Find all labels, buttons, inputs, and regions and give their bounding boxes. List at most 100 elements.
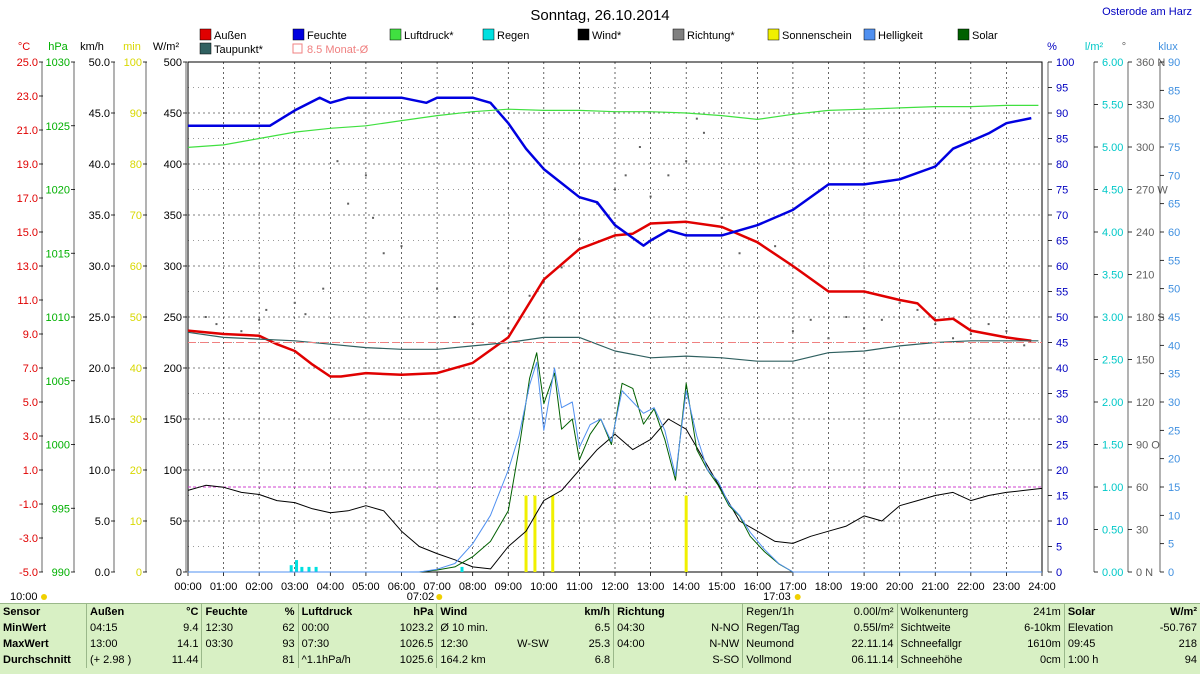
- legend-swatch: [767, 28, 780, 41]
- luftdruck-value: 1026.5: [399, 638, 434, 650]
- right-axis-tick-label: 50: [1056, 312, 1068, 324]
- sunrise-sun-icon: [436, 594, 443, 600]
- direction-point: [827, 337, 830, 340]
- left-axis-tick-label: 150: [164, 414, 182, 426]
- left-axis-tick-label: 20.0: [89, 363, 110, 375]
- left-axis-tick-label: 5.0: [95, 516, 110, 528]
- right-axis-tick-label: 55: [1168, 255, 1180, 267]
- series-line-solar: [188, 352, 1042, 573]
- left-axis-tick-label: 200: [164, 363, 182, 375]
- left-axis-tick-label: 13.0: [17, 261, 38, 273]
- extra2-label: Schneefallgr: [896, 636, 1003, 652]
- left-axis-tick-label: 100: [124, 57, 142, 69]
- extra2-label: Sichtweite: [896, 620, 1003, 636]
- feuchte-time: 12:30: [201, 620, 272, 636]
- right-axis-tick-label: 180 S: [1136, 312, 1165, 324]
- left-axis-tick-label: 995: [52, 503, 70, 515]
- direction-point: [624, 174, 627, 177]
- direction-point: [845, 316, 848, 318]
- left-axis-tick-label: 1005: [46, 376, 70, 388]
- wind-value: 25.3: [588, 638, 611, 650]
- right-axis-tick-label: 60: [1136, 482, 1148, 494]
- x-axis-tick-label: 18:00: [815, 581, 843, 593]
- row-label: MinWert: [3, 622, 47, 634]
- direction-point: [720, 216, 723, 219]
- sunshine-bar: [524, 495, 528, 572]
- first-sun-icon: [41, 594, 47, 600]
- x-axis-tick-label: 10:00: [530, 581, 558, 593]
- legend-swatch: [199, 28, 212, 41]
- legend-label: 8.5 Monat-Ø: [307, 44, 369, 56]
- left-axis-tick-label: 45.0: [89, 108, 110, 120]
- left-axis-tick-label: 90: [130, 108, 142, 120]
- right-axis-tick-label: 30: [1168, 397, 1180, 409]
- direction-point: [695, 117, 698, 120]
- left-axis-title: W/m²: [153, 41, 180, 53]
- left-axis-tick-label: 990: [52, 567, 70, 579]
- right-axis-tick-label: 70: [1168, 170, 1180, 182]
- hdr-regen1h-value: 0.00l/m²: [853, 606, 894, 618]
- right-axis-tick-label: 35: [1168, 369, 1180, 381]
- right-axis-tick-label: 360 N: [1136, 57, 1165, 69]
- legend-label: Regen: [497, 30, 529, 42]
- extra-label: Regen/Tag: [742, 620, 828, 636]
- right-axis-tick-label: 210: [1136, 270, 1154, 282]
- right-axis-tick-label: 4.00: [1102, 227, 1123, 239]
- hdr-regen1h: Regen/1h: [742, 604, 828, 620]
- solar-label: 1:00 h: [1063, 652, 1139, 668]
- right-axis-tick-label: 80: [1168, 114, 1180, 126]
- extra2-label: Schneehöhe: [896, 652, 1003, 668]
- direction-point: [774, 245, 777, 248]
- statistics-panel: Sensor Außen °C Feuchte % Luftdruck hPa …: [0, 603, 1200, 674]
- right-axis-tick-label: 5: [1168, 539, 1174, 551]
- right-axis-tick-label: 6.00: [1102, 57, 1123, 69]
- right-axis-tick-label: 2.00: [1102, 397, 1123, 409]
- legend-label: Taupunkt*: [214, 44, 264, 56]
- legend-label: Luftdruck*: [404, 30, 454, 42]
- hdr-wind: Wind: [436, 604, 515, 620]
- left-axis-tick-label: 25.0: [17, 57, 38, 69]
- stats-row-avg: Durchschnitt (+ 2.98 ) 11.44 81 ^1.1hPa/…: [0, 652, 1200, 668]
- legend-label: Sonnenschein: [782, 30, 852, 42]
- right-axis-tick-label: 5: [1056, 542, 1062, 554]
- right-axis-title: klux: [1158, 41, 1178, 53]
- left-axis-tick-label: 0: [176, 567, 182, 579]
- direction-point: [934, 323, 937, 326]
- series-line-taupunkt-: [187, 331, 1039, 362]
- right-axis-tick-label: 40: [1056, 363, 1068, 375]
- right-axis-tick-label: 80: [1056, 159, 1068, 171]
- left-axis-tick-label: 0.0: [95, 567, 110, 579]
- direction-point: [436, 287, 439, 290]
- series-line-helligkeit: [188, 361, 1042, 573]
- right-axes: 1009590858075706560555045403530252015105…: [1047, 57, 1180, 579]
- hdr-feuchte: Feuchte: [201, 604, 272, 620]
- legend-swatch: [863, 28, 876, 41]
- right-axis-tick-label: 90: [1168, 57, 1180, 69]
- right-axis-tick-label: 20: [1168, 454, 1180, 466]
- richtung-value: S-SO: [712, 654, 740, 666]
- right-axis-tick-label: 5.50: [1102, 100, 1123, 112]
- left-axes: 25.0 23.0 21.0 19.0 17.0 15.0 13.0 11.0 9.0 7.0 5.…: [17, 57, 187, 579]
- left-axis-tick-label: 1030: [46, 57, 70, 69]
- station-name: Osterode am Harz: [1102, 6, 1192, 18]
- direction-point: [372, 216, 375, 219]
- left-axis-tick-label: 5.0: [23, 397, 38, 409]
- legend-label: Wind*: [592, 30, 622, 42]
- hdr-wolken: Wolkenunterg: [896, 604, 1003, 620]
- direction-point: [791, 330, 794, 333]
- x-axis-tick-label: 14:00: [672, 581, 700, 593]
- right-axis-title: %: [1047, 41, 1057, 53]
- legend-label: Außen: [214, 30, 246, 42]
- right-axis-tick-label: 15: [1168, 482, 1180, 494]
- right-axis-tick-label: 25: [1056, 440, 1068, 452]
- left-axis-tick-label: 10: [130, 516, 142, 528]
- legend-swatch: [292, 28, 305, 41]
- right-axis-tick-label: 30: [1136, 525, 1148, 537]
- right-axis-tick-label: 270 W: [1136, 185, 1168, 197]
- wind-time: 164.2 km: [436, 652, 515, 668]
- extra-value: 06.11.14: [851, 654, 894, 666]
- plot-grid: [187, 61, 1043, 573]
- left-axis-tick-label: 500: [164, 57, 182, 69]
- right-axis-tick-label: 45: [1056, 338, 1068, 350]
- right-axis-tick-label: 3.50: [1102, 270, 1123, 282]
